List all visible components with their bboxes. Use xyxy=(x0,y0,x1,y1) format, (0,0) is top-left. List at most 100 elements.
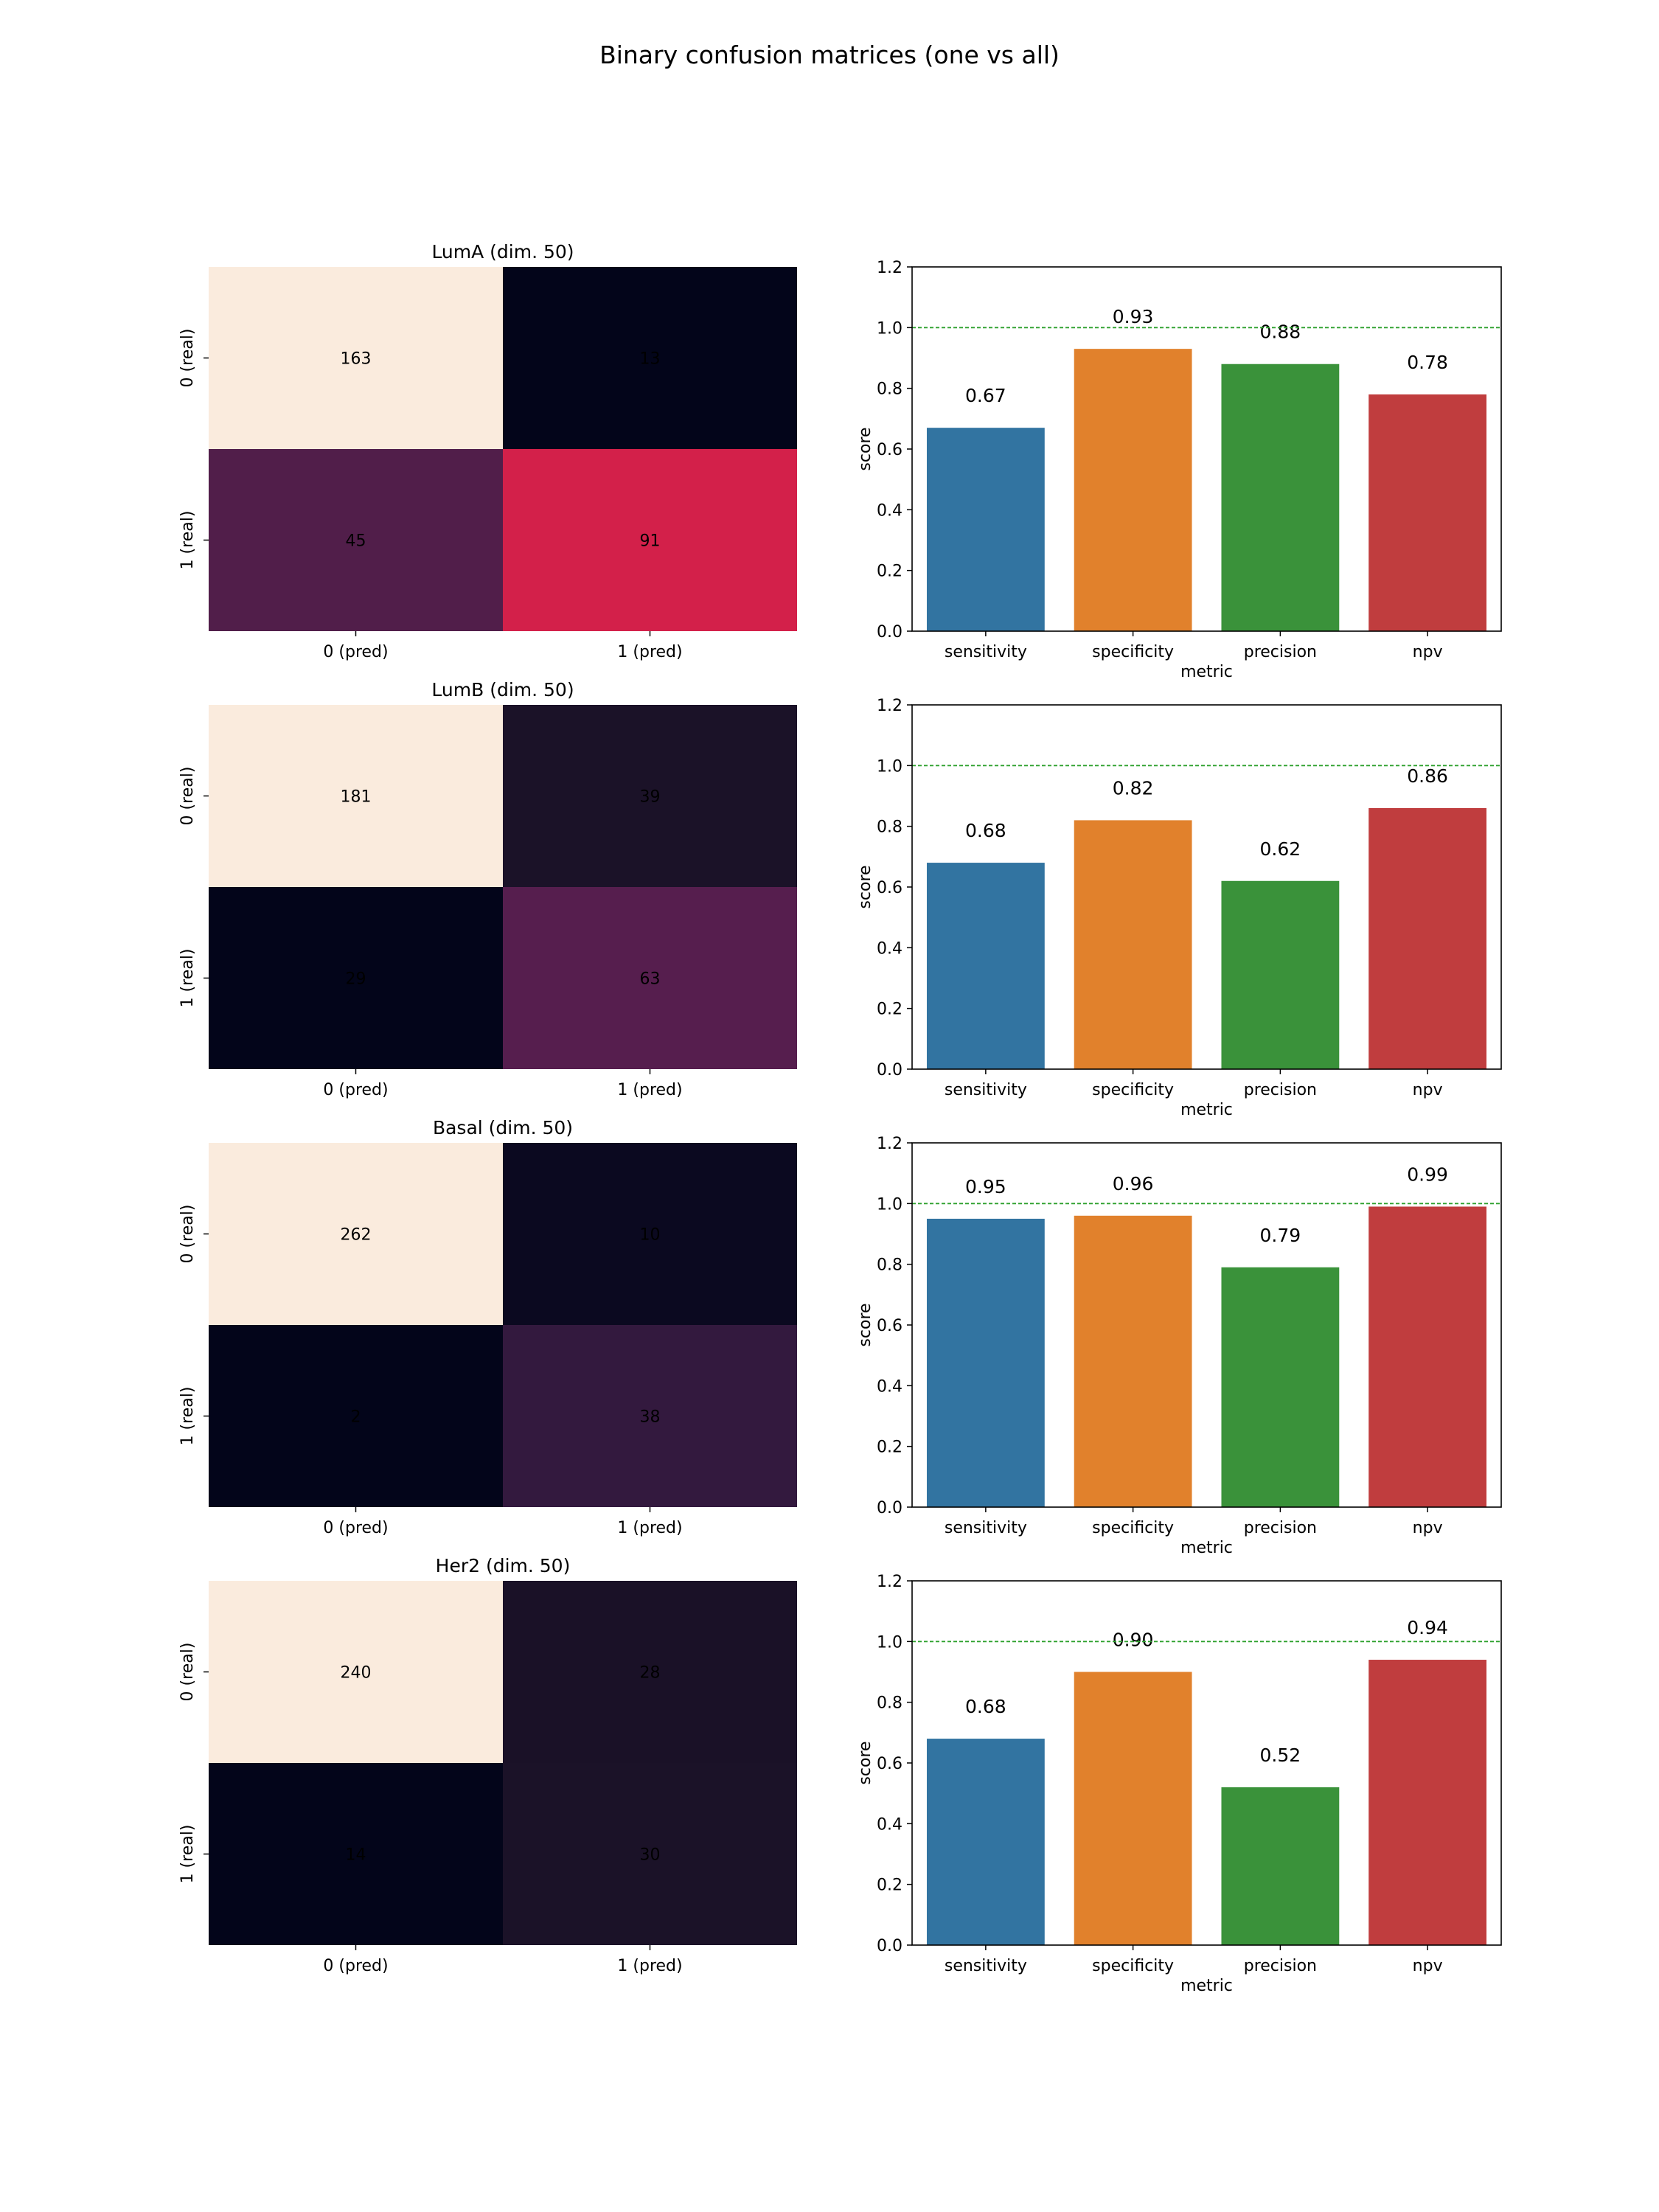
x-tick-label: specificity xyxy=(1092,1519,1174,1537)
heatmap-cell-value: 39 xyxy=(640,788,661,807)
heatmap-cell-value: 28 xyxy=(640,1664,661,1683)
bar-value-label: 0.88 xyxy=(1260,321,1301,343)
heatmap-cell xyxy=(503,705,797,887)
y-axis-label: score xyxy=(856,427,874,470)
x-tick-label: 1 (pred) xyxy=(617,1081,682,1099)
bar xyxy=(1074,1672,1192,1945)
heatmap-cell xyxy=(209,1581,503,1763)
bar xyxy=(1368,1206,1487,1507)
x-tick-label: npv xyxy=(1413,1957,1443,1975)
y-tick-label: 0.2 xyxy=(877,563,902,581)
heatmap-cell-value: 30 xyxy=(640,1846,661,1865)
axes-frame xyxy=(911,704,1502,1070)
bar xyxy=(1221,364,1340,631)
bar-value-label: 0.90 xyxy=(1113,1630,1154,1651)
x-tick-label: specificity xyxy=(1092,643,1174,661)
x-tick-label: precision xyxy=(1244,1957,1317,1975)
figure-title: Binary confusion matrices (one vs all) xyxy=(599,41,1060,69)
x-tick-label: sensitivity xyxy=(945,1957,1027,1975)
bar xyxy=(1221,880,1340,1069)
y-tick-label: 0.8 xyxy=(877,1256,902,1275)
heatmap-cell-value: 181 xyxy=(341,788,372,807)
heatmap-cell xyxy=(503,887,797,1069)
heatmap-cell xyxy=(503,267,797,449)
x-tick-label: specificity xyxy=(1092,1081,1174,1099)
heatmap-cell-value: 63 xyxy=(640,970,661,989)
heatmap-cell xyxy=(503,1763,797,1945)
heatmap-cell-value: 2 xyxy=(351,1408,361,1427)
y-tick-label: 1 (real) xyxy=(178,1387,197,1446)
x-tick-label: sensitivity xyxy=(945,1519,1027,1537)
heatmap-cell-value: 45 xyxy=(346,532,366,551)
bar-value-label: 0.78 xyxy=(1407,352,1448,373)
y-tick-label: 0.8 xyxy=(877,1694,902,1713)
heatmap-cell xyxy=(209,887,503,1069)
heatmap-cell xyxy=(503,1581,797,1763)
x-axis-label: metric xyxy=(1180,1539,1233,1557)
bar-value-label: 0.94 xyxy=(1407,1617,1448,1638)
heatmap-cell-value: 29 xyxy=(346,970,366,989)
y-tick-label: 0 (real) xyxy=(178,329,197,388)
x-tick-label: 0 (pred) xyxy=(323,1081,388,1099)
bar xyxy=(1221,1787,1340,1945)
bar xyxy=(926,428,1045,631)
y-tick-label: 1.2 xyxy=(877,259,902,277)
y-tick-label: 0.2 xyxy=(877,1001,902,1019)
bar-value-label: 0.95 xyxy=(965,1176,1006,1197)
bar-value-label: 0.93 xyxy=(1113,306,1154,327)
y-tick-label: 0 (real) xyxy=(178,1205,197,1264)
y-tick-label: 1.2 xyxy=(877,1135,902,1153)
y-axis-label: score xyxy=(856,1303,874,1346)
y-tick-label: 0.4 xyxy=(877,1815,902,1834)
heatmap-title: Basal (dim. 50) xyxy=(433,1117,573,1138)
y-axis-label: score xyxy=(856,1741,874,1784)
y-tick-label: 1.0 xyxy=(877,757,902,776)
bar-value-label: 0.67 xyxy=(965,385,1006,406)
y-tick-label: 0.2 xyxy=(877,1439,902,1457)
y-tick-label: 0.8 xyxy=(877,380,902,399)
heatmap-cell-value: 13 xyxy=(640,350,661,369)
bar xyxy=(1074,820,1192,1069)
x-tick-label: 0 (pred) xyxy=(323,1519,388,1537)
y-tick-label: 1 (real) xyxy=(178,1825,197,1884)
y-tick-label: 0.4 xyxy=(877,501,902,520)
heatmap-title: LumA (dim. 50) xyxy=(431,241,574,262)
y-tick-label: 1.0 xyxy=(877,319,902,338)
heatmap-cell xyxy=(209,1325,503,1507)
bar xyxy=(926,1739,1045,1945)
x-axis-label: metric xyxy=(1180,1101,1233,1119)
y-tick-label: 1.2 xyxy=(877,697,902,715)
heatmap-cell xyxy=(503,1143,797,1325)
axes-frame xyxy=(911,1142,1502,1508)
x-tick-label: 0 (pred) xyxy=(323,643,388,661)
y-tick-label: 0.0 xyxy=(877,1937,902,1955)
x-tick-label: npv xyxy=(1413,1081,1443,1099)
panels: 163 13 45 91 LumA (dim. 50) 0 (pred) 1 (pred) 0… xyxy=(178,241,1502,1995)
axes-frame xyxy=(911,1580,1502,1946)
y-tick-label: 0.0 xyxy=(877,1061,902,1079)
bar xyxy=(1074,1215,1192,1507)
bar xyxy=(1368,394,1487,631)
heatmap-cell-value: 38 xyxy=(640,1408,661,1427)
bar-value-label: 0.86 xyxy=(1407,765,1448,787)
bar xyxy=(1074,349,1192,631)
y-tick-label: 0.0 xyxy=(877,623,902,641)
heatmap-cell-value: 262 xyxy=(341,1226,372,1245)
heatmap-cell xyxy=(209,267,503,449)
y-tick-label: 1 (real) xyxy=(178,949,197,1008)
x-tick-label: precision xyxy=(1244,643,1317,661)
y-tick-label: 1.0 xyxy=(877,1633,902,1652)
y-axis-label: score xyxy=(856,865,874,908)
heatmap-cell xyxy=(209,449,503,631)
x-axis-label: metric xyxy=(1180,1977,1233,1995)
y-tick-label: 0.4 xyxy=(877,1377,902,1396)
y-tick-label: 0 (real) xyxy=(178,1643,197,1702)
bar-value-label: 0.82 xyxy=(1113,777,1154,799)
x-tick-label: sensitivity xyxy=(945,643,1027,661)
bar xyxy=(1368,807,1487,1069)
y-tick-label: 0.0 xyxy=(877,1499,902,1517)
y-tick-label: 1 (real) xyxy=(178,511,197,570)
bar xyxy=(926,1218,1045,1507)
x-tick-label: 1 (pred) xyxy=(617,1519,682,1537)
